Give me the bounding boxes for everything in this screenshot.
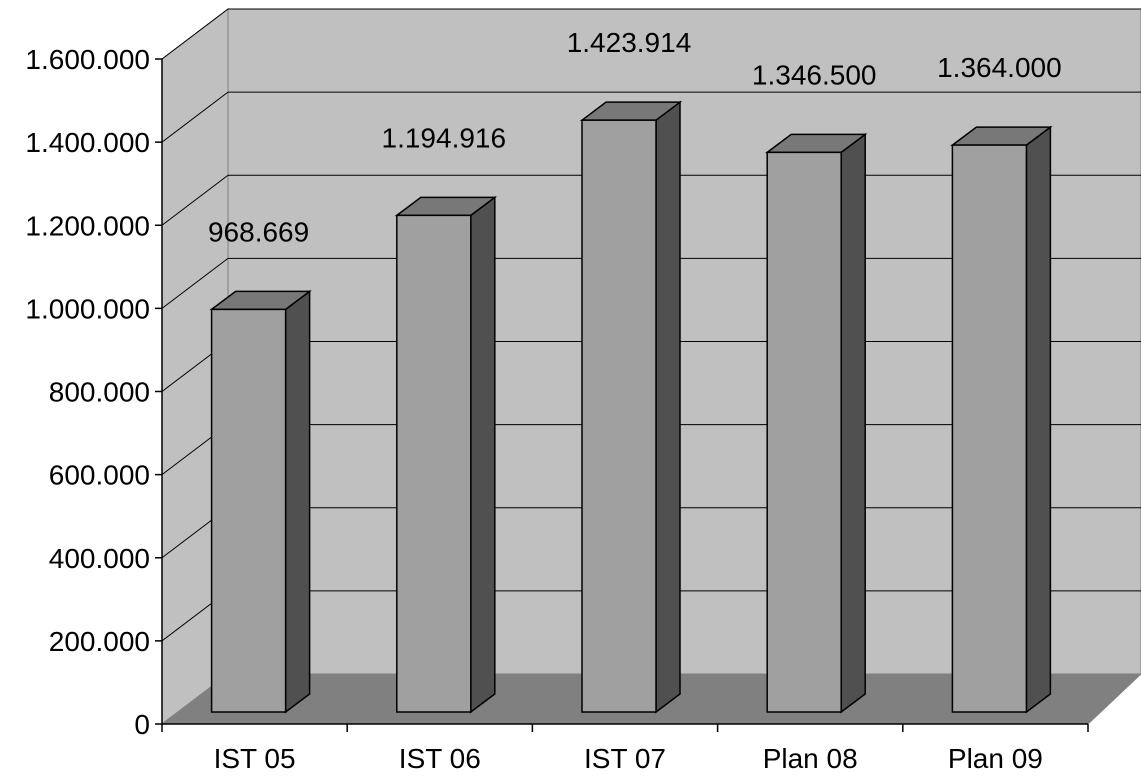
bar-front — [581, 119, 657, 713]
bar-side — [1025, 125, 1052, 714]
labels: 968.669 IST 05 1.194.916 IST 06 1.423.914 IST… — [208, 27, 1062, 774]
bar-front — [396, 214, 472, 713]
bar — [209, 289, 312, 714]
bar-side — [284, 289, 311, 714]
bar-side — [470, 195, 496, 714]
x-tick-label: IST 06 — [399, 743, 481, 774]
gridline-side — [161, 174, 229, 226]
bar-front — [951, 144, 1028, 713]
y-tick-label: 1.400.000 — [25, 127, 150, 158]
y-tick-label: 400.000 — [49, 543, 150, 574]
data-label: 968.669 — [208, 216, 309, 247]
data-label: 1.346.500 — [752, 59, 877, 90]
x-tick-label: Plan 08 — [763, 743, 858, 774]
axes: 0 200.000 400.000 600.000 800.000 1.000.000 1.… — [25, 44, 1089, 740]
y-tick-label: 0 — [134, 709, 150, 740]
x-tick-label: IST 05 — [214, 743, 296, 774]
x-tick-label: Plan 09 — [948, 743, 1043, 774]
y-tick-label: 1.600.000 — [25, 44, 150, 75]
bars — [209, 100, 1053, 714]
y-tick-label: 1.000.000 — [25, 293, 150, 324]
bar-side — [840, 132, 866, 714]
gridline-side — [161, 91, 229, 143]
gridline-side — [161, 8, 229, 60]
data-label: 1.423.914 — [567, 27, 692, 58]
bar-front — [210, 308, 287, 713]
bar — [579, 100, 683, 714]
y-tick-label: 200.000 — [49, 626, 150, 657]
data-label: 1.364.000 — [937, 52, 1062, 83]
bar — [950, 125, 1053, 714]
gridline-side — [161, 257, 229, 309]
bar-side — [655, 100, 681, 714]
bar — [764, 132, 868, 714]
bar — [394, 195, 498, 714]
y-tick-label: 600.000 — [49, 460, 150, 491]
data-label: 1.194.916 — [382, 122, 507, 153]
x-tick-label: IST 07 — [584, 743, 666, 774]
y-tick-label: 1.200.000 — [25, 210, 150, 241]
bar-front — [766, 151, 842, 713]
y-tick-label: 800.000 — [49, 377, 150, 408]
